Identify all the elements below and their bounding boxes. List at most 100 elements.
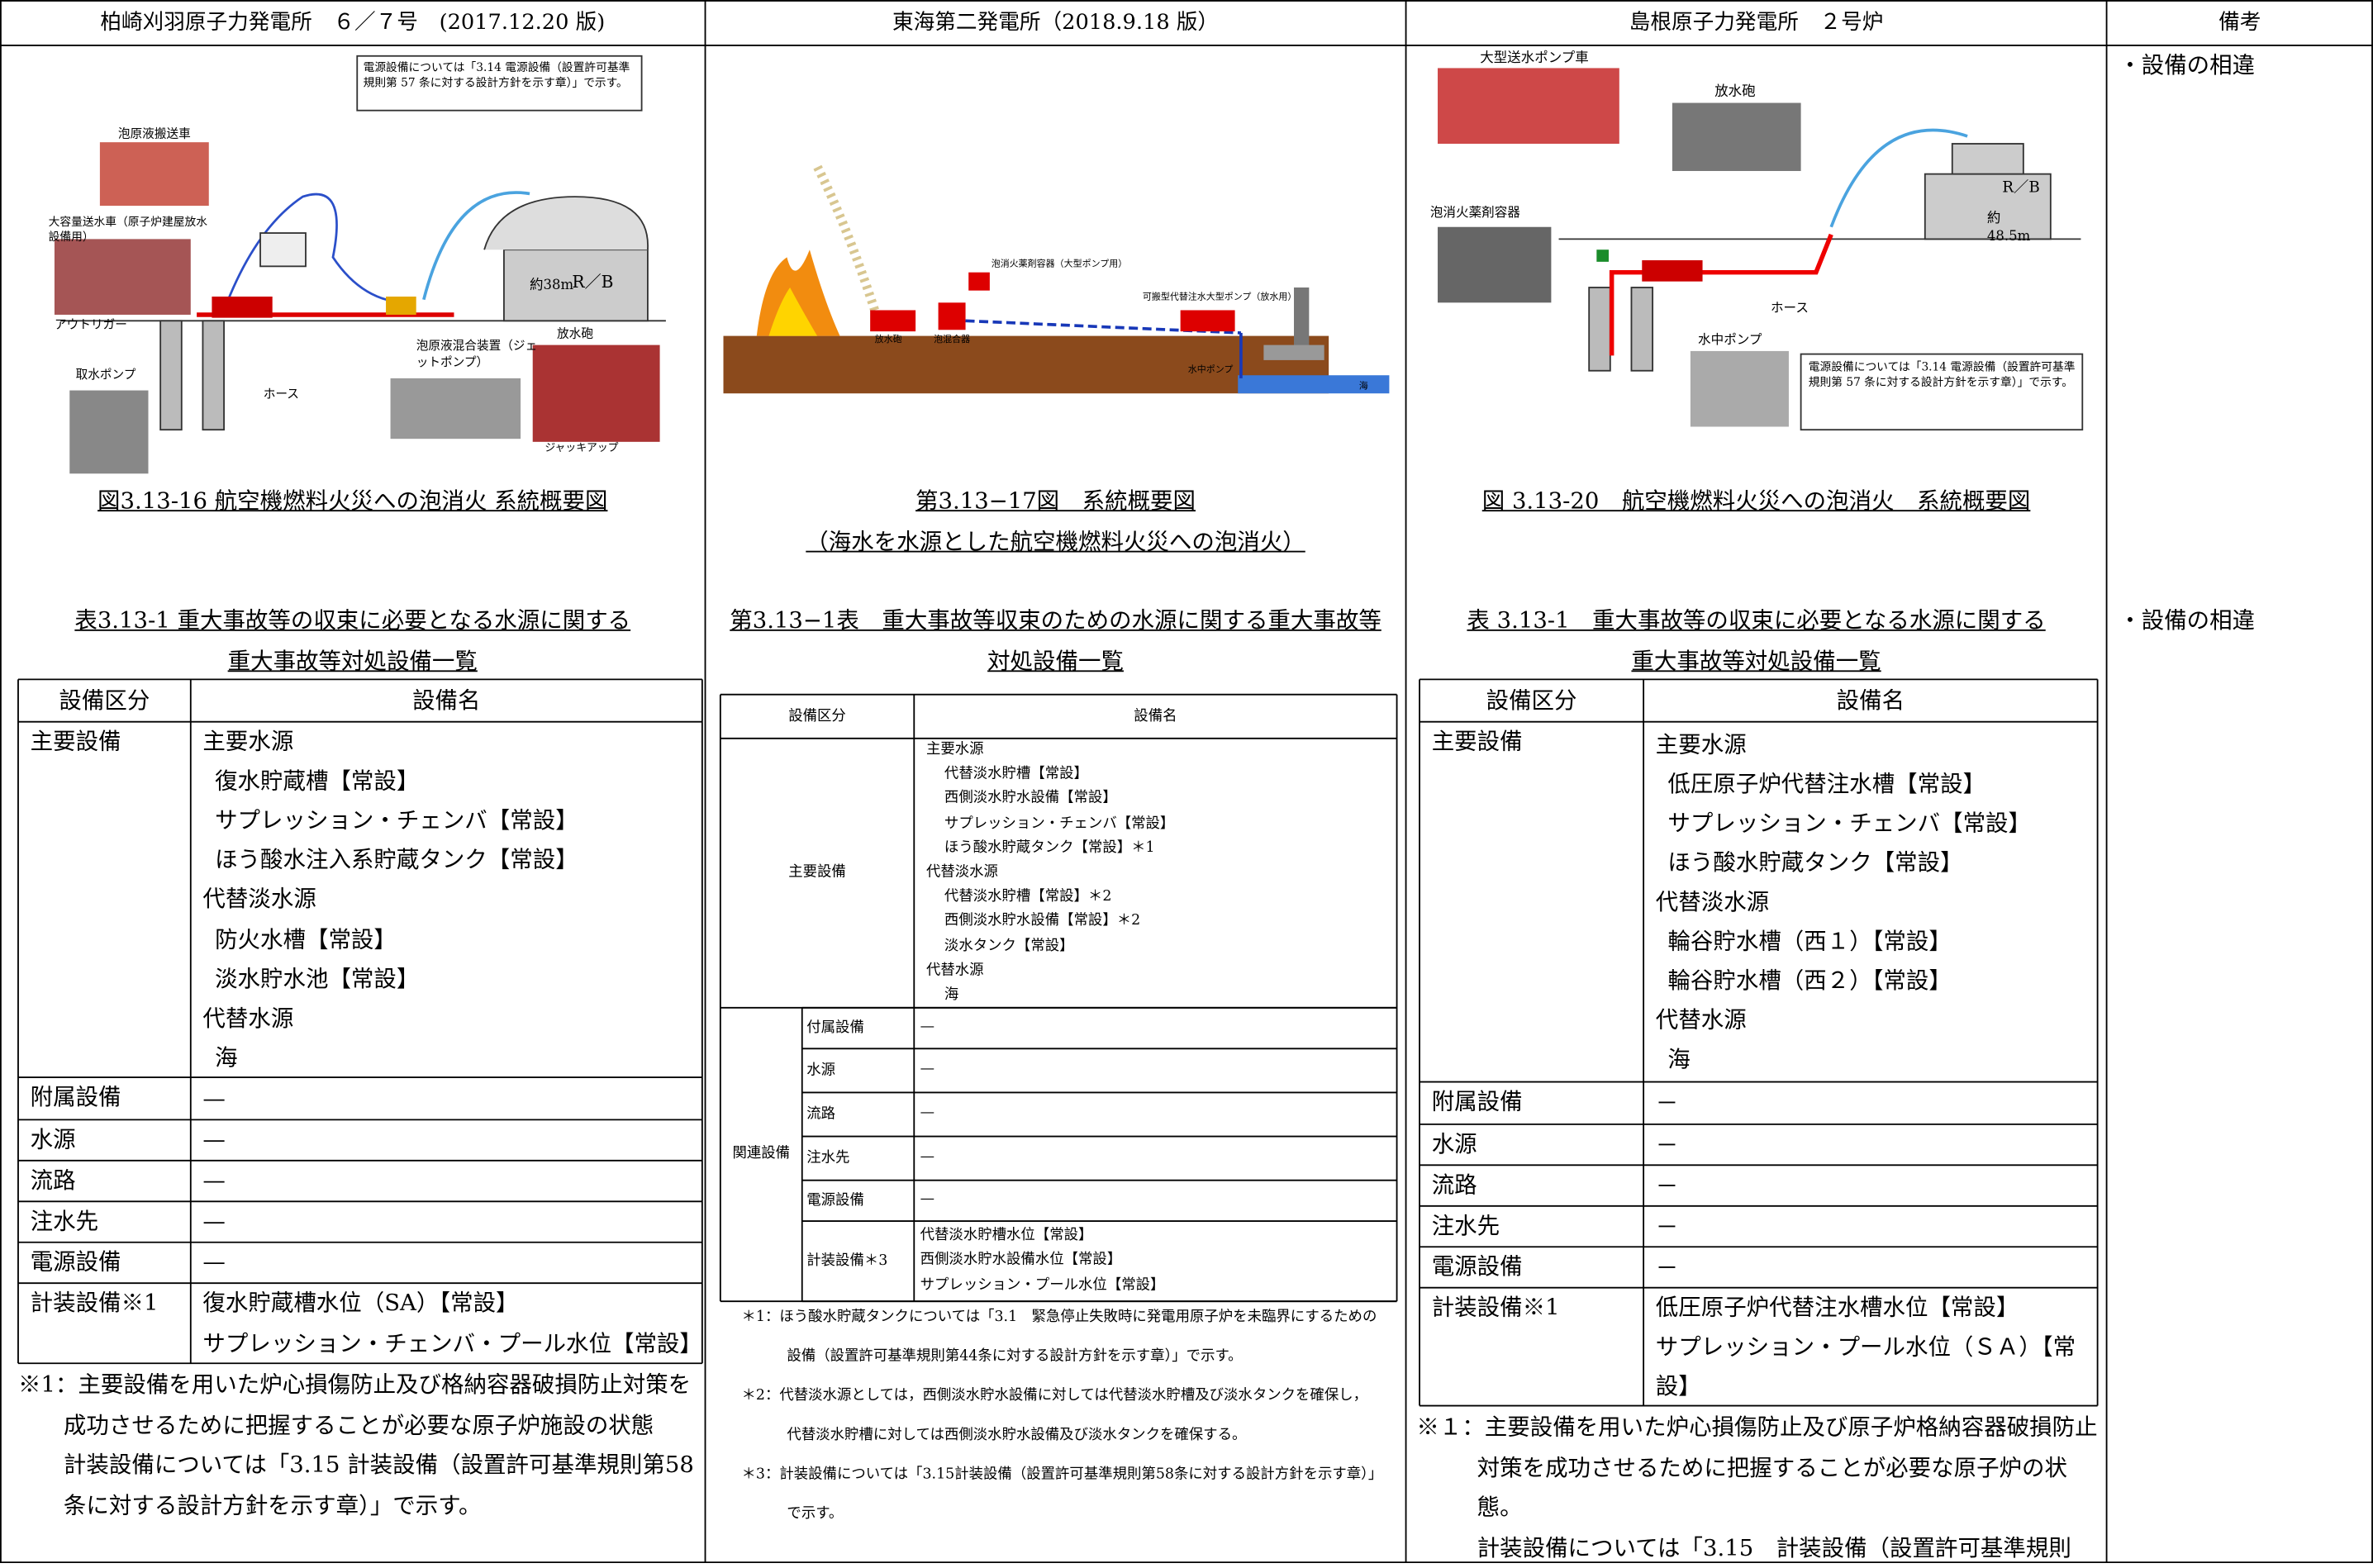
footnote: ＊3：計装設備については「3.15計装設備（設置許可基準規則第58条に対する設計… bbox=[741, 1466, 1376, 1523]
cell-content: — bbox=[202, 1119, 696, 1160]
equipment: 復水貯蔵槽【常設】 bbox=[215, 767, 420, 795]
equipment: 代替淡水貯槽【常設】 bbox=[944, 765, 1088, 783]
figure-label: 約 48.5m bbox=[1986, 211, 2031, 245]
footnote: ※１：主要設備を用いた炉心損傷防止及び原子炉格納容器破損防止対策を成功させるため… bbox=[1416, 1413, 2098, 1521]
equipment: － bbox=[1655, 1089, 1679, 1117]
row-label: 附属設備 bbox=[1431, 1087, 1523, 1115]
cell-content: 低圧原子炉代替注水槽水位【常設】サプレッション・プール水位（ＳＡ）【常設】 bbox=[1656, 1288, 2092, 1406]
figure-label: ジャッキアップ bbox=[545, 441, 619, 454]
cell-content: － bbox=[1656, 1124, 2092, 1165]
footnote: 計装設備については「3.15 計装設備（設置許可基準規則 bbox=[1477, 1533, 2071, 1561]
figure-caption: 第3.13−17図 系統概要図 bbox=[915, 487, 1196, 515]
cell-content: － bbox=[1656, 1165, 2092, 1205]
figure-label: 大容量送水車（原子炉建屋放水設備用） bbox=[48, 215, 207, 245]
figure-label: 電源設備については「3.14 電源設備（設置許可基準規則第 57 条に対する設計… bbox=[1808, 359, 2076, 389]
equipment: 復水貯蔵槽水位（SA）【常設】 bbox=[202, 1290, 519, 1318]
equipment: ほう酸水貯蔵タンク【常設】 bbox=[1667, 848, 1963, 877]
cell-content: — bbox=[202, 1077, 696, 1119]
equipment: サプレッション・チェンバ【常設】 bbox=[944, 815, 1175, 832]
figure-label: 泡混合器 bbox=[934, 334, 971, 345]
column-header: 島根原子力発電所 ２号炉 bbox=[1629, 10, 1884, 36]
row-label: 計装設備＊3 bbox=[806, 1252, 888, 1270]
figure-caption: 図3.13-16 航空機燃料火災への泡消火 系統概要図 bbox=[97, 487, 608, 515]
cell-content: — bbox=[920, 1137, 1391, 1181]
figure-label: ホース bbox=[1770, 301, 1809, 316]
equipment: 西側淡水貯水設備水位【常設】 bbox=[920, 1252, 1122, 1269]
figure-label: 電源設備については「3.14 電源設備（設置許可基準規則第 57 条に対する設計… bbox=[363, 60, 630, 90]
cell-content: — bbox=[202, 1161, 696, 1201]
equipment: — bbox=[202, 1248, 226, 1276]
cell-content: 代替淡水貯槽水位【常設】西側淡水貯水設備水位【常設】サプレッション・プール水位【… bbox=[920, 1221, 1391, 1301]
column-header: 東海第二発電所（2018.9.18 版） bbox=[892, 10, 1220, 36]
equipment: 淡水貯水池【常設】 bbox=[215, 965, 420, 993]
equipment: － bbox=[1655, 1213, 1679, 1240]
row-label: 流路 bbox=[30, 1166, 76, 1195]
equipment: — bbox=[202, 1166, 226, 1195]
equipment: — bbox=[202, 1208, 226, 1236]
figure-label: 放水砲 bbox=[557, 326, 593, 341]
table-header: 設備名 bbox=[1134, 708, 1177, 725]
table-title: 第3.13−1表 重大事故等収束のための水源に関する重大事故等 bbox=[730, 606, 1381, 634]
tokai-figure bbox=[723, 164, 1390, 394]
equipment: — bbox=[920, 1148, 935, 1166]
figure-label: 取水ポンプ bbox=[75, 368, 136, 382]
equipment: 輪谷貯水槽（西１）【常設】 bbox=[1667, 927, 1952, 955]
table-title: 対処設備一覧 bbox=[987, 647, 1124, 675]
equipment: サプレッション・プール水位【常設】 bbox=[920, 1276, 1165, 1294]
remark: ・設備の相違 bbox=[2119, 606, 2256, 634]
row-label: 付属設備 bbox=[806, 1019, 864, 1037]
figure-label: ホース bbox=[263, 387, 299, 402]
source-name: 主要水源 bbox=[925, 741, 984, 758]
figure-label: 泡原液混合装置（ジェットポンプ） bbox=[416, 339, 538, 369]
equipment: — bbox=[920, 1105, 935, 1122]
equipment: — bbox=[202, 1126, 226, 1154]
group-label: 関連設備 bbox=[732, 1145, 791, 1162]
source-name: 代替水源 bbox=[202, 1005, 294, 1033]
cell-content: — bbox=[920, 1092, 1391, 1136]
row-label: 計装設備※1 bbox=[30, 1289, 159, 1317]
figure-label: 可搬型代替注水大型ポンプ（放水用） bbox=[1142, 292, 1297, 303]
row-label: 水源 bbox=[806, 1062, 836, 1079]
figure-label: 水中ポンプ bbox=[1187, 364, 1234, 376]
equipment: 淡水タンク【常設】 bbox=[944, 937, 1074, 954]
row-label: 注水先 bbox=[1431, 1212, 1500, 1240]
table-header: 設備区分 bbox=[59, 687, 150, 715]
row-label: 電源設備 bbox=[30, 1248, 121, 1276]
table-header: 設備区分 bbox=[1486, 687, 1577, 715]
figure-caption: 図 3.13-20 航空機燃料火災への泡消火 系統概要図 bbox=[1481, 487, 2031, 515]
notes: ＊1：ほう酸水貯蔵タンクについては「3.1 緊急停止失敗時に発電用原子炉を未臨界… bbox=[741, 1299, 1377, 1535]
equipment: 代替淡水貯槽【常設】＊2 bbox=[944, 888, 1112, 905]
figure-label: 放水砲 bbox=[1714, 84, 1756, 100]
row-label: 電源設備 bbox=[1431, 1252, 1523, 1281]
equipment: サプレッション・プール水位（ＳＡ）【常設】 bbox=[1655, 1333, 2076, 1400]
source-name: 主要水源 bbox=[1655, 730, 1747, 758]
equipment: 西側淡水貯水設備【常設】＊2 bbox=[944, 913, 1141, 930]
row-label: 水源 bbox=[1431, 1130, 1477, 1158]
cell-content: 主要水源 復水貯蔵槽【常設】 サプレッション・チェンバ【常設】 ほう酸水注入系貯蔵タン… bbox=[202, 722, 696, 1077]
source-name: 代替淡水源 bbox=[202, 886, 316, 914]
cell-content: 主要水源 代替淡水貯槽【常設】 西側淡水貯水設備【常設】 サプレッション・チェンバ【常… bbox=[926, 739, 1391, 1008]
equipment: － bbox=[1655, 1131, 1679, 1159]
row-label: 流路 bbox=[1431, 1171, 1477, 1199]
equipment: — bbox=[920, 1061, 935, 1078]
table-header: 設備区分 bbox=[788, 708, 846, 725]
cell-content: 主要水源 低圧原子炉代替注水槽【常設】 サプレッション・チェンバ【常設】 ほう酸水貯蔵… bbox=[1656, 722, 2092, 1082]
equipment: サプレッション・チェンバ・プール水位【常設】 bbox=[202, 1329, 702, 1357]
row-label: 主要設備 bbox=[1431, 727, 1523, 755]
row-label: 流路 bbox=[806, 1105, 836, 1124]
table-title: 表3.13-1 重大事故等の収束に必要となる水源に関する bbox=[74, 606, 631, 634]
equipment: ほう酸水貯蔵タンク【常設】＊1 bbox=[944, 839, 1155, 857]
figure-caption: （海水を水源とした航空機燃料火災への泡消火） bbox=[806, 528, 1305, 556]
figure-label: 海 bbox=[1358, 381, 1368, 392]
row-label: 注水先 bbox=[30, 1207, 99, 1235]
cell-content: — bbox=[920, 1181, 1391, 1221]
footnote: ※1：主要設備を用いた炉心損傷防止及び格納容器破損防止対策を成功させるために把握… bbox=[17, 1371, 692, 1438]
source-name: 代替淡水源 bbox=[925, 863, 998, 881]
row-label: 水源 bbox=[30, 1125, 76, 1153]
equipment: 代替淡水貯槽水位【常設】 bbox=[920, 1227, 1093, 1244]
equipment: 低圧原子炉代替注水槽水位【常設】 bbox=[1655, 1294, 2019, 1321]
notes: ※１：主要設備を用いた炉心損傷防止及び原子炉格納容器破損防止対策を成功させるため… bbox=[1416, 1407, 2097, 1567]
kk-figure bbox=[54, 55, 666, 474]
